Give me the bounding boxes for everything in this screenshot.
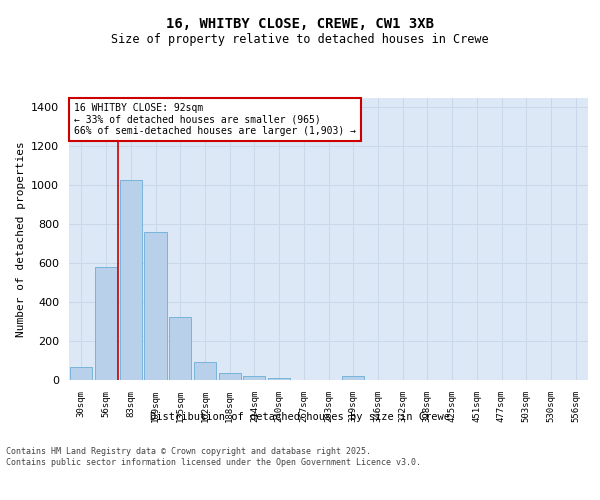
Text: Distribution of detached houses by size in Crewe: Distribution of detached houses by size … xyxy=(150,412,450,422)
Bar xyxy=(119,180,142,380)
Text: Size of property relative to detached houses in Crewe: Size of property relative to detached ho… xyxy=(111,32,489,46)
Text: 16, WHITBY CLOSE, CREWE, CW1 3XB: 16, WHITBY CLOSE, CREWE, CW1 3XB xyxy=(166,18,434,32)
Y-axis label: Number of detached properties: Number of detached properties xyxy=(16,141,26,336)
Bar xyxy=(145,232,167,380)
Bar xyxy=(218,373,241,380)
Bar xyxy=(268,378,290,380)
Bar xyxy=(169,316,191,380)
Bar xyxy=(95,267,117,380)
Text: Contains HM Land Registry data © Crown copyright and database right 2025.
Contai: Contains HM Land Registry data © Crown c… xyxy=(6,448,421,467)
Bar xyxy=(70,368,92,380)
Text: 16 WHITBY CLOSE: 92sqm
← 33% of detached houses are smaller (965)
66% of semi-de: 16 WHITBY CLOSE: 92sqm ← 33% of detached… xyxy=(74,103,356,136)
Bar xyxy=(342,376,364,380)
Bar xyxy=(243,376,265,380)
Bar xyxy=(194,362,216,380)
